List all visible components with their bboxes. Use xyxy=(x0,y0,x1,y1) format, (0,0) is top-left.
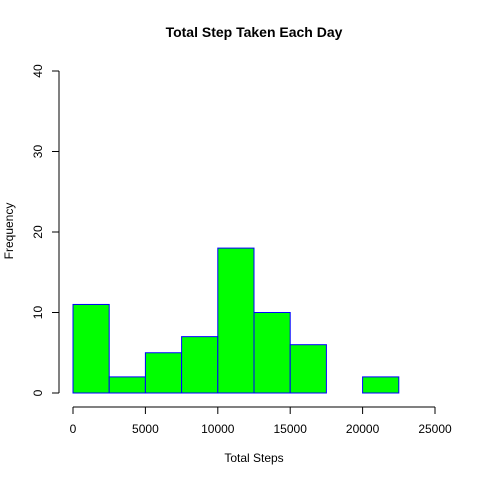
x-axis-label: Total Steps xyxy=(224,451,283,465)
histogram-bar xyxy=(289,344,327,394)
y-tick-label: 10 xyxy=(31,306,45,320)
histogram-bar xyxy=(181,336,219,394)
y-tick-label: 20 xyxy=(31,225,45,239)
y-axis: 0 10 20 30 40 xyxy=(31,64,60,396)
x-tick-label: 25000 xyxy=(418,422,452,436)
histogram-bar xyxy=(108,376,146,394)
x-tick-label: 5000 xyxy=(132,422,159,436)
histogram-bar xyxy=(72,303,110,394)
x-tick-label: 20000 xyxy=(346,422,380,436)
y-tick-label: 30 xyxy=(31,145,45,159)
x-tick-label: 0 xyxy=(70,422,77,436)
y-axis-label: Frequency xyxy=(2,203,16,260)
y-tick-label: 0 xyxy=(31,389,45,396)
histogram-bar xyxy=(362,376,400,394)
histogram-bar xyxy=(253,312,291,394)
bars xyxy=(72,247,400,394)
x-axis: 0 5000 10000 15000 20000 25000 xyxy=(70,406,452,436)
x-tick-label: 10000 xyxy=(201,422,235,436)
x-tick-label: 15000 xyxy=(274,422,308,436)
y-tick-label: 40 xyxy=(31,64,45,78)
histogram-bar xyxy=(144,352,183,394)
chart-title: Total Step Taken Each Day xyxy=(166,24,343,40)
histogram-bar xyxy=(217,247,255,394)
